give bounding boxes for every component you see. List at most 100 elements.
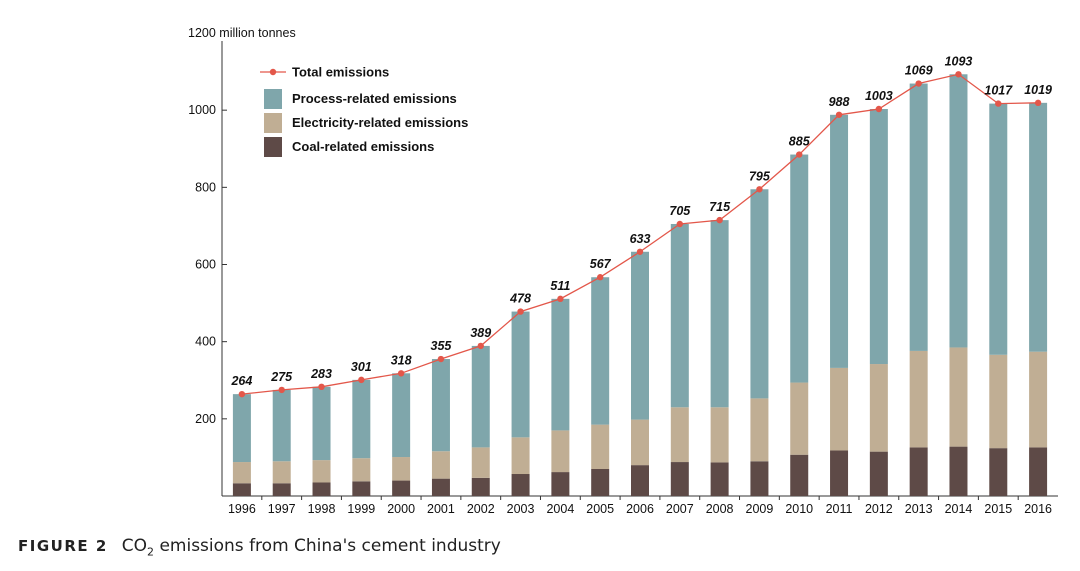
bar-coal-related-2004 <box>551 472 570 496</box>
bar-coal-related-2006 <box>631 465 649 496</box>
total-label-2003: 478 <box>509 292 531 306</box>
total-point-1997 <box>278 386 285 394</box>
total-label-2010: 885 <box>789 135 811 149</box>
bar-process-related-1998 <box>312 386 331 461</box>
y-tick-label: 200 <box>195 412 216 426</box>
x-tick-label: 2015 <box>984 502 1012 516</box>
total-point-2000 <box>397 370 405 377</box>
total-point-2014 <box>955 71 962 78</box>
total-point-1998 <box>318 383 325 391</box>
bar-process-related-2013 <box>909 83 928 351</box>
x-tick-label: 1998 <box>308 502 336 516</box>
total-label-2011: 988 <box>829 95 850 109</box>
total-label-2016: 1019 <box>1024 83 1052 97</box>
legend-label-electricity-related: Electricity-related emissions <box>292 115 468 130</box>
bar-electricity-related-2000 <box>392 457 411 481</box>
bar-coal-related-2010 <box>790 454 809 496</box>
bar-electricity-related-2006 <box>631 419 649 466</box>
caption-co: CO <box>121 536 148 556</box>
bar-process-related-2007 <box>670 223 689 408</box>
bar-electricity-related-2001 <box>431 451 450 479</box>
bar-electricity-related-2015 <box>989 354 1008 449</box>
total-label-2000: 318 <box>391 353 412 367</box>
total-label-2002: 389 <box>470 326 491 340</box>
total-label-2008: 715 <box>709 200 731 214</box>
bar-electricity-related-1997 <box>272 461 291 484</box>
total-label-1999: 301 <box>351 360 372 374</box>
total-point-1996 <box>238 390 246 398</box>
bar-coal-related-1996 <box>232 483 251 496</box>
bar-coal-related-2016 <box>1029 447 1048 496</box>
x-tick-label: 2001 <box>427 502 455 516</box>
bar-coal-related-2011 <box>830 450 849 496</box>
total-point-2008 <box>716 216 723 224</box>
bar-electricity-related-2010 <box>790 382 809 455</box>
total-point-2003 <box>517 308 524 315</box>
bar-electricity-related-2004 <box>551 430 570 473</box>
bar-coal-related-2014 <box>949 446 968 496</box>
bar-electricity-related-2012 <box>869 364 888 452</box>
legend: Total emissions Process-related emissions… <box>260 65 468 157</box>
bar-electricity-related-2007 <box>670 407 689 463</box>
legend-swatch-process-related <box>264 89 282 109</box>
bar-electricity-related-1999 <box>352 458 371 482</box>
x-tick-label: 1997 <box>268 502 296 516</box>
bar-process-related-2001 <box>431 359 450 452</box>
bars <box>232 74 1048 496</box>
bar-coal-related-2012 <box>869 451 888 496</box>
x-tick-label: 2012 <box>865 502 893 516</box>
bar-process-related-2011 <box>830 114 849 368</box>
bar-coal-related-2007 <box>670 462 689 496</box>
caption-subscript: 2 <box>147 545 155 559</box>
x-tick-label: 2000 <box>387 502 415 516</box>
total-label-2009: 795 <box>749 169 771 183</box>
emissions-chart: 200 400 600 800 1000 1200 million tonnes 1996 1… <box>188 26 1058 516</box>
x-tick-label: 2013 <box>905 502 933 516</box>
total-label-1997: 275 <box>270 370 293 384</box>
x-tick-label: 1996 <box>228 502 256 516</box>
bar-coal-related-2000 <box>392 480 411 496</box>
bar-coal-related-2002 <box>471 477 490 496</box>
total-point-2009 <box>756 186 763 193</box>
bar-coal-related-2009 <box>750 461 769 496</box>
x-tick-label: 2009 <box>746 502 774 516</box>
bar-process-related-2016 <box>1029 102 1048 352</box>
x-tick-label: 2002 <box>467 502 495 516</box>
axes: 200 400 600 800 1000 1200 million tonnes 1996 1… <box>188 26 1058 516</box>
bar-process-related-2000 <box>392 373 411 458</box>
total-label-2013: 1069 <box>905 64 933 78</box>
bar-electricity-related-2009 <box>750 398 769 462</box>
bar-coal-related-2005 <box>591 468 610 496</box>
x-tick-label: 2003 <box>507 502 535 516</box>
bar-coal-related-2003 <box>511 474 530 496</box>
x-tick-label: 2008 <box>706 502 734 516</box>
total-line: 264 275 283 301 318 355 389 478 511 567 633 705 715 7… <box>230 54 1052 398</box>
total-label-2007: 705 <box>669 204 691 218</box>
legend-label-coal-related: Coal-related emissions <box>292 139 434 154</box>
bar-process-related-1996 <box>232 394 251 463</box>
total-point-2012 <box>875 105 883 113</box>
bar-coal-related-2001 <box>431 478 450 496</box>
x-tick-label: 2014 <box>945 502 973 516</box>
y-axis-label: 1200 million tonnes <box>188 26 296 40</box>
bar-electricity-related-2013 <box>909 350 928 448</box>
bar-process-related-1997 <box>272 389 291 462</box>
legend-swatch-coal-related <box>264 137 282 157</box>
bar-electricity-related-2016 <box>1029 351 1048 448</box>
total-point-2004 <box>557 295 564 303</box>
legend-swatch-electricity-related <box>264 113 282 133</box>
total-label-2014: 1093 <box>945 54 973 68</box>
bar-process-related-2015 <box>989 103 1008 355</box>
bar-process-related-2012 <box>869 109 888 365</box>
total-point-2005 <box>596 274 604 281</box>
bar-electricity-related-2011 <box>830 367 849 451</box>
y-tick-label: 600 <box>195 258 216 272</box>
total-point-2007 <box>676 220 684 228</box>
caption-text: emissions from China's cement industry <box>154 536 501 556</box>
total-point-2001 <box>437 355 445 363</box>
y-tick-label: 400 <box>195 335 216 349</box>
total-label-2004: 511 <box>550 279 570 293</box>
bar-coal-related-1998 <box>312 482 331 496</box>
bar-process-related-1999 <box>352 379 371 459</box>
bar-coal-related-2015 <box>989 448 1008 496</box>
